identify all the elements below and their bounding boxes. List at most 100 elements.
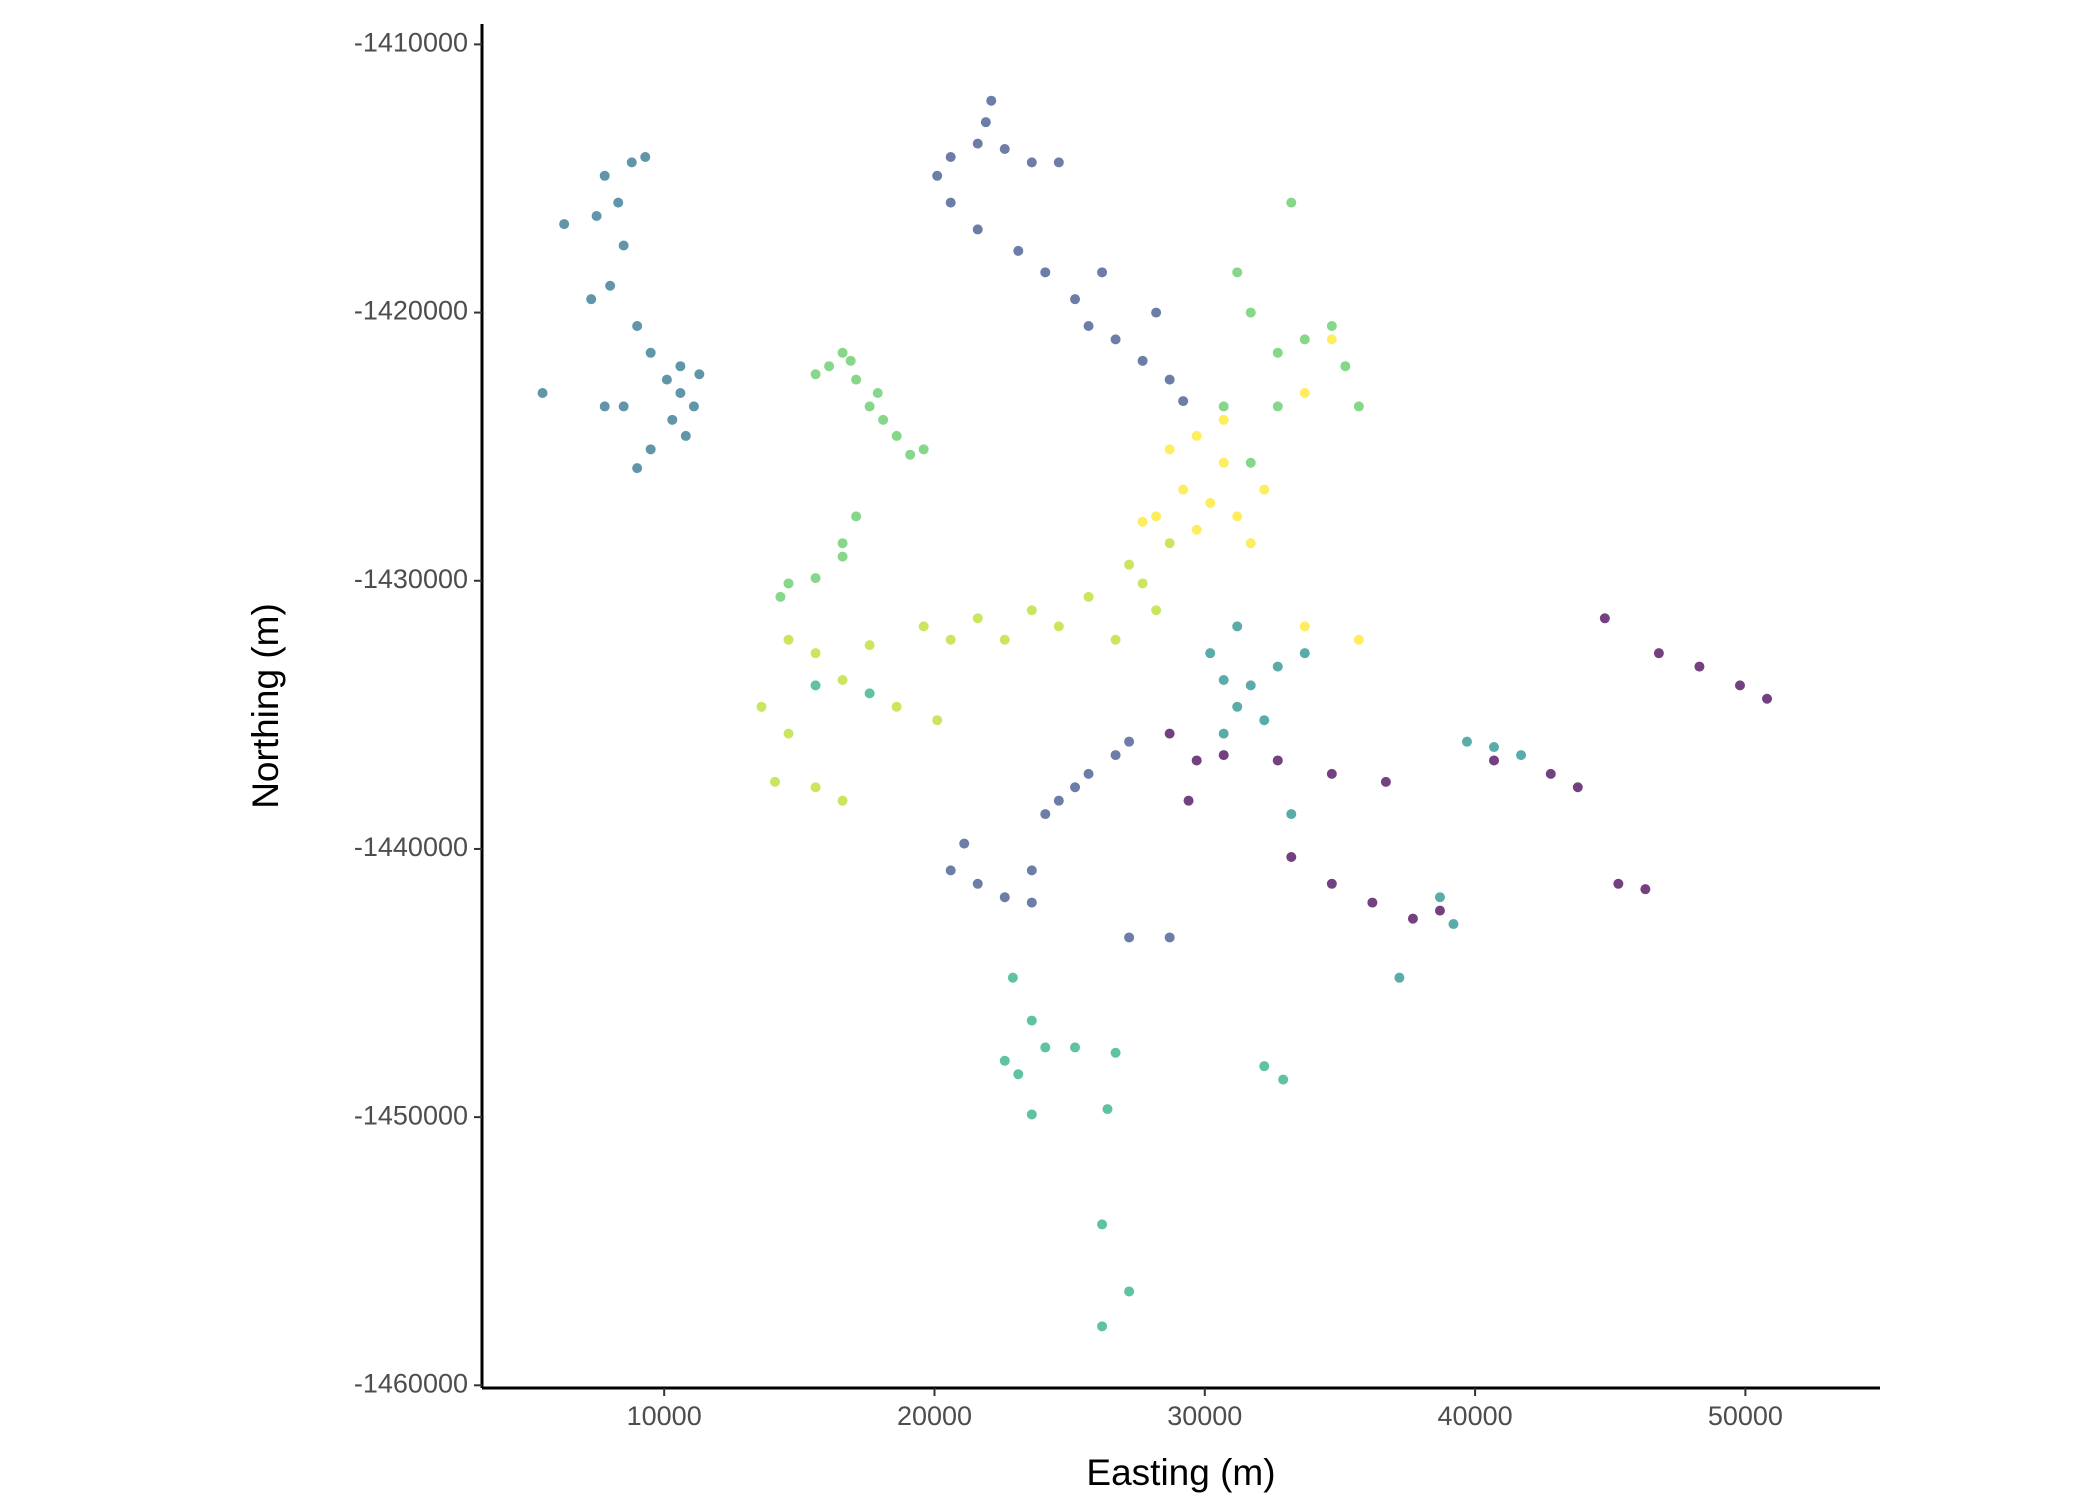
point bbox=[837, 347, 848, 358]
point bbox=[1218, 457, 1229, 468]
point bbox=[675, 361, 686, 372]
point bbox=[1040, 1042, 1051, 1053]
point bbox=[837, 538, 848, 549]
point bbox=[1299, 388, 1310, 399]
point bbox=[605, 280, 616, 291]
point bbox=[1489, 755, 1500, 766]
point bbox=[645, 347, 656, 358]
point bbox=[837, 551, 848, 562]
point bbox=[1326, 320, 1337, 331]
point bbox=[667, 414, 678, 425]
x-tick-label: 40000 bbox=[1438, 1401, 1513, 1431]
point bbox=[1232, 511, 1243, 522]
point bbox=[891, 430, 902, 441]
point bbox=[1299, 648, 1310, 659]
point bbox=[980, 117, 991, 128]
point bbox=[1205, 648, 1216, 659]
point bbox=[1183, 795, 1194, 806]
y-tick-label: -1440000 bbox=[354, 832, 468, 862]
point bbox=[1380, 776, 1391, 787]
x-tick-label: 10000 bbox=[627, 1401, 702, 1431]
point bbox=[783, 578, 794, 589]
point bbox=[1394, 972, 1405, 983]
point bbox=[1097, 267, 1108, 278]
point bbox=[810, 680, 821, 691]
point bbox=[1653, 648, 1664, 659]
point bbox=[1434, 905, 1445, 916]
point bbox=[1259, 484, 1270, 495]
point bbox=[1489, 742, 1500, 753]
y-tick-label: -1450000 bbox=[354, 1100, 468, 1130]
point bbox=[1278, 1074, 1289, 1085]
point bbox=[872, 388, 883, 399]
point bbox=[999, 892, 1010, 903]
point bbox=[1353, 634, 1364, 645]
point bbox=[618, 240, 629, 251]
point bbox=[599, 401, 610, 412]
point bbox=[1734, 680, 1745, 691]
point bbox=[1762, 693, 1773, 704]
point bbox=[618, 401, 629, 412]
point bbox=[1232, 621, 1243, 632]
point bbox=[1326, 768, 1337, 779]
point bbox=[537, 388, 548, 399]
point bbox=[1164, 728, 1175, 739]
point bbox=[626, 157, 637, 168]
point bbox=[905, 449, 916, 460]
point bbox=[864, 401, 875, 412]
y-tick-label: -1460000 bbox=[354, 1368, 468, 1398]
point bbox=[1164, 538, 1175, 549]
point bbox=[972, 613, 983, 624]
point bbox=[1640, 884, 1651, 895]
point bbox=[945, 865, 956, 876]
point bbox=[675, 388, 686, 399]
point bbox=[1137, 516, 1148, 527]
point bbox=[1053, 621, 1064, 632]
point bbox=[810, 782, 821, 793]
point bbox=[1026, 605, 1037, 616]
point bbox=[1110, 634, 1121, 645]
point bbox=[1245, 307, 1256, 318]
point bbox=[1007, 972, 1018, 983]
point bbox=[591, 211, 602, 222]
point bbox=[613, 197, 624, 208]
point bbox=[945, 152, 956, 163]
point bbox=[1232, 701, 1243, 712]
point bbox=[783, 634, 794, 645]
point bbox=[1026, 897, 1037, 908]
point bbox=[1326, 878, 1337, 889]
point bbox=[959, 838, 970, 849]
point bbox=[1286, 197, 1297, 208]
point bbox=[599, 170, 610, 181]
point bbox=[1245, 680, 1256, 691]
point bbox=[1151, 511, 1162, 522]
x-tick-label: 50000 bbox=[1708, 1401, 1783, 1431]
point bbox=[1070, 782, 1081, 793]
point bbox=[1137, 355, 1148, 366]
point bbox=[1164, 444, 1175, 455]
point bbox=[1272, 755, 1283, 766]
point bbox=[645, 444, 656, 455]
point bbox=[845, 355, 856, 366]
point bbox=[945, 634, 956, 645]
point bbox=[1232, 267, 1243, 278]
point bbox=[680, 430, 691, 441]
point bbox=[1083, 320, 1094, 331]
y-tick-label: -1430000 bbox=[354, 564, 468, 594]
point bbox=[1026, 1109, 1037, 1120]
point bbox=[1124, 1286, 1135, 1297]
point bbox=[1097, 1219, 1108, 1230]
point bbox=[972, 224, 983, 235]
point bbox=[1434, 892, 1445, 903]
point bbox=[783, 728, 794, 739]
point bbox=[824, 361, 835, 372]
point bbox=[1110, 334, 1121, 345]
point bbox=[999, 634, 1010, 645]
point bbox=[1367, 897, 1378, 908]
point bbox=[559, 219, 570, 230]
point bbox=[851, 511, 862, 522]
point bbox=[878, 414, 889, 425]
point bbox=[1299, 621, 1310, 632]
point bbox=[1599, 613, 1610, 624]
